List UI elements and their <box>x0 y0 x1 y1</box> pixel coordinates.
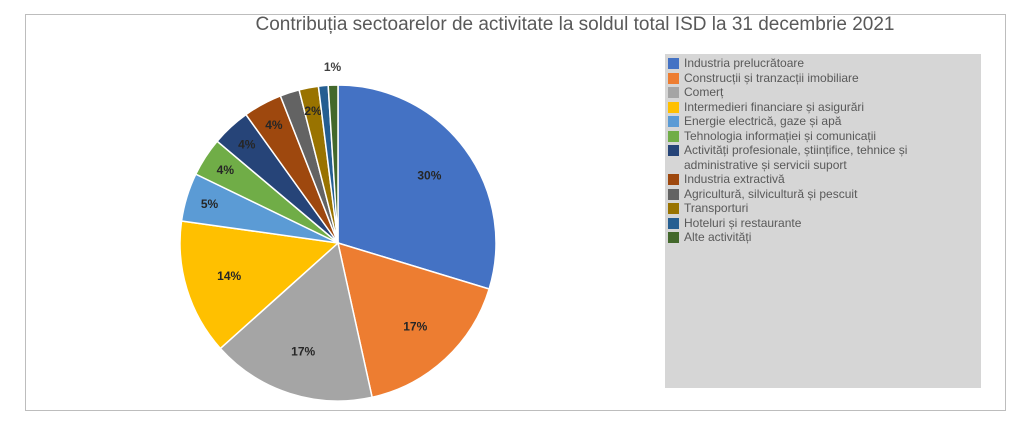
legend-label: Tehnologia informației și comunicații <box>684 128 877 143</box>
legend-item: Alte activități <box>667 230 981 245</box>
legend-item: Hoteluri și restaurante <box>667 216 981 231</box>
legend-item: Activități profesionale, științifice, te… <box>667 143 981 172</box>
legend-label: Alte activități <box>684 230 752 244</box>
legend-label: Comerț <box>684 85 724 99</box>
legend-swatch <box>668 72 679 84</box>
data-label-6: 4% <box>238 137 256 151</box>
data-label-4: 5% <box>201 197 219 211</box>
legend-label: Transporturi <box>684 201 749 215</box>
data-label-3: 14% <box>217 269 241 283</box>
legend-swatch <box>668 87 679 98</box>
legend-swatch <box>668 203 679 214</box>
legend-item: Intermedieri financiare și asigurări <box>667 100 981 115</box>
legend-item: Industria extractivă <box>667 172 981 187</box>
legend-item: Construcții și tranzacții imobiliare <box>667 71 981 86</box>
legend-label: Construcții și tranzacții imobiliare <box>684 70 859 85</box>
pie-slice-2 <box>219 241 374 402</box>
data-label-9: 2% <box>304 104 322 118</box>
legend-label: Energie electrică, gaze și apă <box>684 114 842 128</box>
legend-swatch <box>668 232 679 243</box>
data-label-11: 1% <box>324 60 342 74</box>
legend-swatch <box>668 217 679 229</box>
legend-item: Agricultură, silvicultură și pescuit <box>667 187 981 202</box>
legend-swatch <box>668 174 679 185</box>
data-label-7: 4% <box>265 118 283 132</box>
data-label-2: 17% <box>291 344 315 358</box>
legend-swatch <box>668 130 679 142</box>
legend-item: Comerț <box>667 85 981 100</box>
data-label-1: 17% <box>403 320 427 334</box>
legend-label: Industria prelucrătoare <box>684 56 805 70</box>
data-label-5: 4% <box>217 163 235 177</box>
legend-label: Activități profesionale, științifice, te… <box>684 143 908 172</box>
legend-item: Energie electrică, gaze și apă <box>667 114 981 129</box>
legend-label: Agricultură, silvicultură și pescuit <box>684 186 858 201</box>
legend-swatch <box>668 58 679 69</box>
legend-label: Intermedieri financiare și asigurări <box>684 99 865 114</box>
pie-slice-3 <box>179 220 340 350</box>
legend-swatch <box>668 116 679 127</box>
legend-item: Industria prelucrătoare <box>667 56 981 71</box>
legend-swatch <box>668 145 679 156</box>
legend-item: Tehnologia informației și comunicații <box>667 129 981 144</box>
chart-legend: Industria prelucrătoare Construcții și tr… <box>665 54 981 388</box>
chart-title: Contribuția sectoarelor de activitate la… <box>255 14 895 35</box>
pie-slice-11 <box>327 84 339 244</box>
legend-label: Hoteluri și restaurante <box>684 215 802 230</box>
pie-slice-1 <box>336 241 491 399</box>
data-label-0: 30% <box>417 168 441 182</box>
legend-swatch <box>668 188 679 200</box>
pie-slice-0 <box>337 84 497 290</box>
legend-item: Transporturi <box>667 201 981 216</box>
legend-swatch <box>668 101 679 113</box>
legend-label: Industria extractivă <box>684 172 785 186</box>
